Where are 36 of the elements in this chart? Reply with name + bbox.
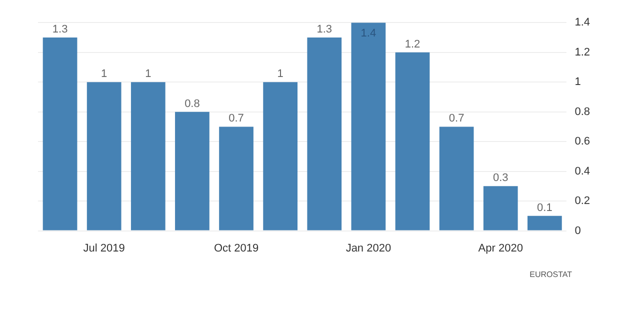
data-label: 1	[277, 68, 284, 80]
bar	[307, 37, 342, 230]
data-label: 0.1	[537, 202, 552, 214]
y-tick-label: 1.4	[574, 16, 590, 29]
bar	[130, 82, 166, 230]
y-tick-label: 1.2	[574, 46, 590, 58]
y-tick-label: 1	[574, 76, 581, 88]
data-label: 1.2	[404, 38, 420, 50]
data-label: 0.7	[448, 112, 464, 125]
y-tick-label: 0.6	[574, 136, 590, 148]
y-tick-label: 0.8	[574, 106, 590, 118]
y-tick-label: 0	[574, 224, 581, 237]
bar	[86, 82, 122, 230]
x-tick-label: Oct 2019	[214, 242, 259, 254]
data-label: 1	[145, 68, 152, 80]
data-label: 1	[101, 68, 108, 80]
x-tick-label: Apr 2020	[478, 242, 523, 254]
data-label: 0.3	[492, 172, 508, 184]
data-label: 0.7	[228, 112, 244, 125]
bar	[263, 82, 298, 230]
x-tick-label: Jan 2020	[346, 242, 392, 254]
data-label: 1.3	[316, 23, 332, 36]
bar	[527, 216, 562, 230]
bar	[483, 186, 518, 230]
y-tick-label: 0.4	[574, 165, 590, 178]
text: EUROSTAT	[528, 270, 573, 279]
data-label: 1.3	[52, 23, 68, 36]
bar	[175, 112, 210, 230]
bar	[395, 52, 430, 230]
x-tick-label: Jul 2019	[83, 242, 125, 254]
bar	[42, 37, 78, 230]
y-tick-label: 0.2	[574, 195, 590, 208]
data-label: 0.8	[184, 98, 200, 110]
bar	[351, 22, 386, 230]
bar	[439, 126, 474, 230]
bar	[219, 126, 254, 230]
